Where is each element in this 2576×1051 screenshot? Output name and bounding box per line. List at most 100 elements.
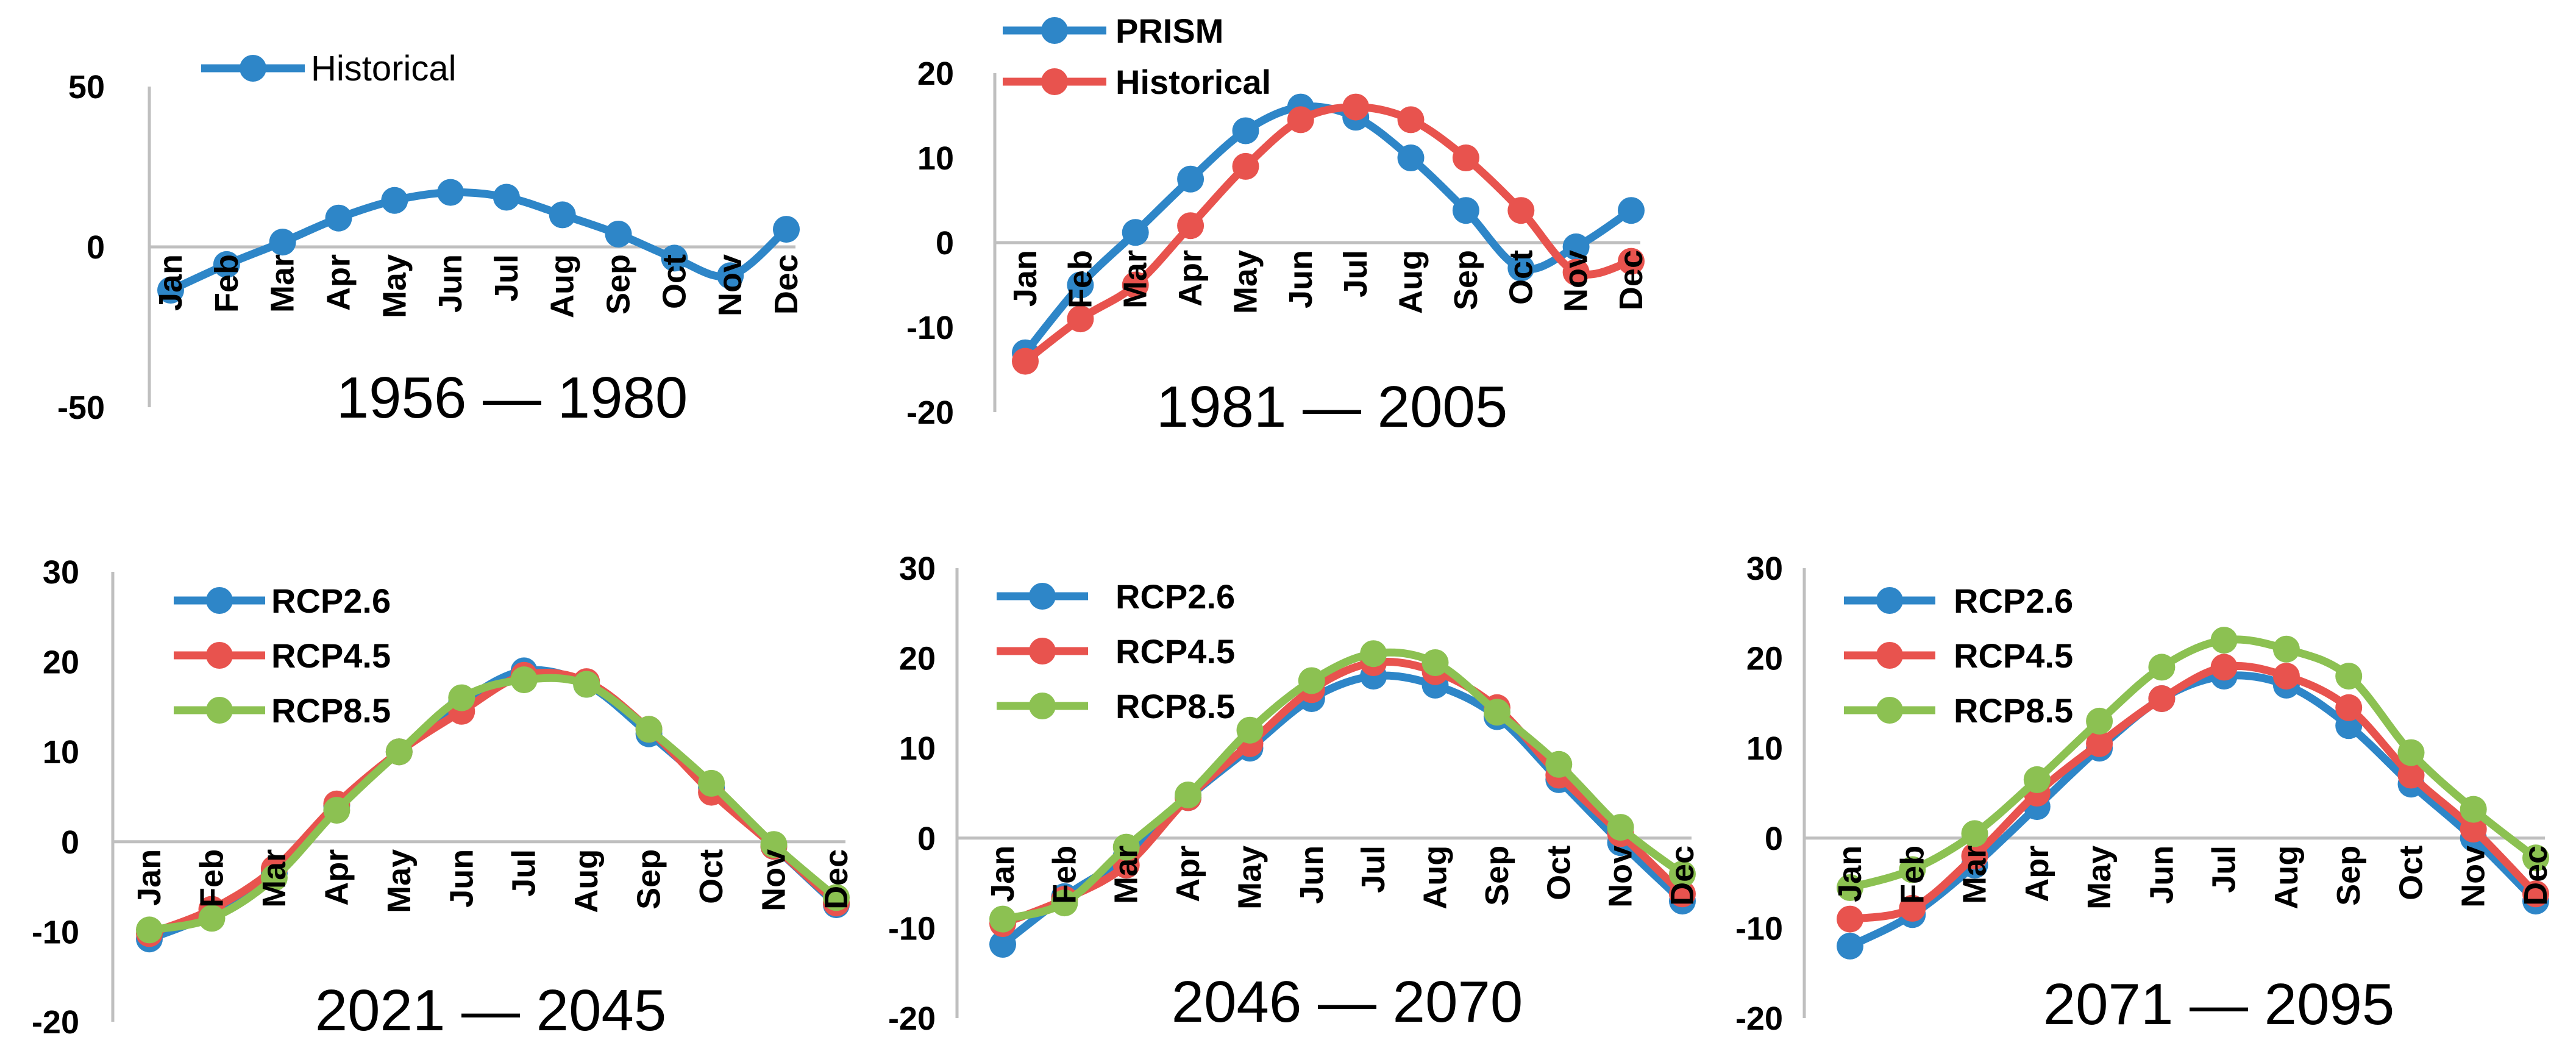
data-point	[2522, 844, 2549, 872]
x-tick-label: Nov	[1603, 846, 1639, 908]
series-line-historical	[169, 188, 789, 294]
panel-2021-2045: -20 -10 0 10 20 30 Jan Feb Mar Apr May Jun Jul Aug Sep…	[32, 554, 855, 1043]
data-point	[2086, 707, 2113, 735]
legend-item: RCP4.5	[174, 636, 391, 675]
data-point	[269, 229, 296, 256]
legend-item: RCP8.5	[174, 691, 391, 730]
data-point	[1562, 233, 1590, 260]
data-point	[1618, 197, 1645, 224]
legend-label: RCP4.5	[1954, 636, 2073, 675]
legend-label: RCP8.5	[1115, 687, 1235, 725]
legend-item: RCP2.6	[997, 577, 1235, 616]
legend-marker	[1029, 638, 1056, 664]
data-point	[2272, 663, 2300, 690]
x-tick-label: Jun	[1283, 250, 1319, 308]
x-tick-label: Jun	[1293, 846, 1330, 904]
legend-marker	[1876, 642, 1903, 669]
x-tick-label: Feb	[1046, 846, 1083, 904]
panel-1956-1980: -50 0 50 Jan Feb Mar Apr May Jun Jul Aug Sep Oct Nov D…	[57, 49, 805, 430]
data-point	[2335, 663, 2363, 690]
x-tick-label: May	[376, 254, 413, 318]
data-point	[1342, 93, 1370, 121]
data-point	[325, 204, 352, 232]
x-tick-label: Dec	[1664, 846, 1701, 906]
data-point	[2148, 685, 2176, 712]
data-point	[1837, 905, 1863, 933]
data-point	[1899, 856, 1926, 883]
x-tick-label: Jul	[506, 849, 543, 897]
x-tick-label: Oct	[1540, 846, 1577, 900]
y-tick-label: -20	[888, 1000, 936, 1037]
legend-marker	[1041, 68, 1068, 95]
data-point	[448, 684, 475, 711]
data-point	[2023, 766, 2051, 793]
data-point	[2460, 796, 2487, 823]
x-tick-label: Feb	[208, 254, 245, 313]
x-tick-label: Apr	[320, 254, 357, 311]
legend-marker	[1029, 583, 1056, 610]
data-point	[823, 884, 850, 911]
data-point	[198, 905, 226, 932]
data-point	[1483, 699, 1510, 726]
data-point	[157, 277, 184, 304]
data-point	[1177, 212, 1204, 240]
y-tick-label: 0	[87, 229, 105, 266]
x-tick-label: Jul	[2206, 846, 2243, 893]
x-tick-label: May	[2081, 846, 2118, 910]
data-point	[2335, 694, 2363, 721]
data-point	[1607, 814, 1634, 841]
legend-marker	[240, 55, 266, 82]
data-point	[635, 716, 663, 743]
legend-item: Historical	[1003, 63, 1271, 101]
y-tick-label: 30	[899, 550, 936, 587]
data-point	[1545, 750, 1573, 778]
x-tick-label: Sep	[2330, 846, 2367, 906]
data-point	[1232, 117, 1259, 144]
data-point	[2397, 761, 2425, 789]
x-tick-label: Aug	[568, 849, 605, 913]
y-tick-label: 0	[917, 821, 936, 857]
x-tick-label: Nov	[2455, 846, 2492, 908]
series-line-rcp2-6	[1000, 671, 1685, 948]
data-point	[2210, 654, 2238, 681]
data-point	[1051, 889, 1078, 917]
data-point	[1232, 152, 1259, 180]
y-tick-label: 20	[899, 641, 936, 677]
y-tick-label: -10	[1735, 910, 1783, 947]
series-line-rcp4-5	[1001, 657, 1685, 928]
data-point	[213, 251, 240, 278]
x-tick-label: Nov	[712, 254, 749, 316]
x-tick-label: Nov	[756, 849, 792, 911]
data-point	[1961, 820, 1988, 847]
data-point	[2210, 627, 2238, 654]
data-point	[1012, 347, 1039, 375]
data-point	[2460, 816, 2487, 843]
data-point	[1961, 843, 1988, 870]
data-point	[1669, 860, 1696, 888]
legend-item: RCP8.5	[1844, 691, 2073, 730]
x-tick-label: May	[1227, 250, 1264, 314]
data-point	[1669, 880, 1696, 908]
legend-label: Historical	[311, 49, 457, 88]
x-tick-label: Sep	[1479, 846, 1515, 906]
legend-marker	[1876, 587, 1903, 614]
x-tick-label: Dec	[818, 849, 855, 910]
data-point	[323, 797, 350, 824]
y-tick-label: -20	[906, 394, 954, 431]
y-tick-label: 0	[936, 225, 954, 262]
legend-marker	[206, 587, 233, 614]
legend-item: RCP2.6	[174, 582, 391, 620]
legend-label: PRISM	[1115, 12, 1223, 50]
data-point	[1837, 874, 1863, 901]
data-point	[493, 183, 520, 211]
legend-label: Historical	[1115, 63, 1271, 101]
data-point	[549, 201, 576, 229]
y-tick-label: -50	[57, 390, 105, 426]
period-label: 1956 — 1980	[336, 365, 688, 430]
data-point	[2272, 635, 2300, 663]
legend-item: RCP2.6	[1844, 582, 2073, 620]
x-tick-label: Aug	[1393, 250, 1429, 314]
data-point	[1507, 197, 1535, 224]
legend-marker	[206, 642, 233, 669]
